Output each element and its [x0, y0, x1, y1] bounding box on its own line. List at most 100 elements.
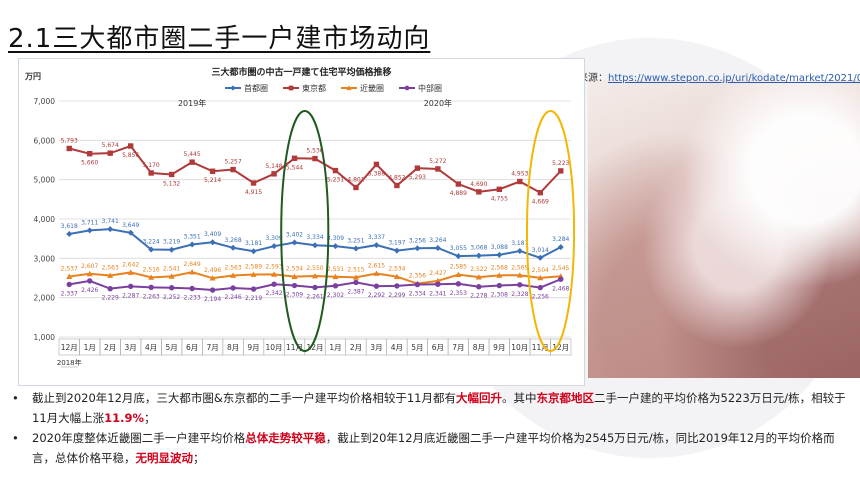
- y-axis-unit-label: 万円: [24, 72, 41, 81]
- series-0-point-20: [475, 252, 482, 259]
- series-2-value-label-2: 2,563: [102, 265, 119, 272]
- series-2-point-11: [291, 273, 298, 280]
- series-1-value-label-13: 5,231: [327, 177, 344, 184]
- x-tick-label-21: 9月: [493, 343, 505, 352]
- series-2-point-3: [127, 269, 134, 275]
- x-tick-label-8: 8月: [227, 343, 239, 352]
- series-0-point-2: [107, 226, 114, 233]
- series-2-value-label-21: 2,568: [491, 264, 508, 271]
- series-2-value-label-11: 2,534: [286, 266, 303, 273]
- bullet-text: 2020年度整体近畿圏二手一户建平均价格: [32, 431, 246, 445]
- x-tick-label-5: 5月: [165, 343, 177, 352]
- series-3-value-label-3: 2,287: [122, 292, 139, 299]
- series-2-point-13: [332, 273, 339, 280]
- series-3-point-11: [291, 282, 298, 289]
- series-0-value-label-23: 3,014: [532, 247, 549, 254]
- series-0-point-0: [66, 231, 73, 238]
- series-1-value-label-19: 4,889: [450, 190, 467, 197]
- series-1-value-label-5: 5,132: [163, 180, 180, 187]
- series-1-value-label-8: 5,257: [224, 159, 241, 166]
- series-1-value-label-10: 5,148: [265, 163, 282, 170]
- series-3-point-5: [168, 285, 175, 291]
- series-1-value-label-23: 4,669: [532, 199, 549, 206]
- series-1-value-label-7: 5,214: [204, 177, 221, 184]
- y-tick-label-0: 1,000: [34, 333, 56, 342]
- series-0-point-19: [455, 253, 462, 260]
- series-3-point-1: [87, 278, 93, 284]
- series-1-point-20: [476, 189, 482, 195]
- series-2-point-4: [148, 274, 155, 280]
- series-0-value-label-5: 3,219: [163, 239, 180, 246]
- series-0-value-label-7: 3,409: [204, 231, 221, 238]
- series-2-point-8: [230, 272, 237, 278]
- x-tick-label-15: 3月: [370, 343, 382, 352]
- series-0-value-label-19: 3,055: [450, 245, 467, 252]
- series-1-value-label-24: 5,223: [552, 160, 569, 167]
- x-tick-label-3: 3月: [125, 343, 137, 352]
- series-3-value-label-4: 2,263: [143, 293, 160, 300]
- series-0-value-label-4: 3,224: [143, 239, 160, 246]
- series-1-point-15: [373, 161, 380, 168]
- series-0-value-label-15: 3,337: [368, 234, 385, 241]
- series-0-point-13: [332, 243, 339, 250]
- x-tick-label-18: 6月: [432, 343, 444, 352]
- series-0-value-label-24: 3,284: [552, 236, 569, 243]
- highlight-text: 11.9%: [104, 411, 145, 425]
- series-3-value-label-20: 2,278: [470, 293, 487, 300]
- x-tick-label-14: 2月: [350, 343, 362, 352]
- series-3-value-label-21: 2,308: [491, 292, 508, 299]
- series-1-value-label-18: 5,272: [429, 158, 446, 165]
- series-3-value-label-6: 2,233: [184, 295, 201, 302]
- series-2-value-label-15: 2,615: [368, 262, 385, 269]
- y-tick-label-1: 2,000: [34, 294, 56, 303]
- series-0-value-label-9: 3,181: [245, 240, 262, 247]
- series-2-point-23: [537, 274, 544, 281]
- series-0-value-label-17: 3,256: [409, 237, 426, 244]
- bullet-text: 二手一户建的平均价格为5223万日元/栋，相较于11月大幅上涨: [32, 391, 846, 425]
- legend-label-2: 近畿圏: [360, 83, 384, 93]
- series-3-value-label-19: 2,353: [450, 290, 467, 297]
- series-2-value-label-9: 2,589: [245, 263, 262, 270]
- series-3-value-label-5: 2,252: [163, 294, 180, 301]
- series-2-value-label-14: 2,515: [347, 266, 364, 273]
- series-0-point-5: [168, 246, 175, 253]
- series-1-value-label-14: 4,801: [347, 176, 364, 183]
- series-2-point-22: [516, 272, 523, 278]
- series-3-value-label-13: 2,302: [327, 292, 344, 299]
- series-1-point-18: [435, 166, 441, 172]
- series-2-value-label-22: 2,569: [511, 264, 528, 271]
- series-3-point-12: [312, 284, 318, 291]
- series-3-point-23: [537, 284, 543, 291]
- series-2-point-2: [107, 272, 114, 278]
- bullet-point-0: • 截止到2020年12月底，三大都市圏&东京都的二手一户建平均价格相较于11月都…: [8, 388, 856, 428]
- series-1-value-label-21: 4,755: [491, 195, 508, 202]
- bullet-point-1: • 2020年度整体近畿圏二手一户建平均价格总体走势较平稳，截止到20年12月底近…: [8, 428, 856, 468]
- series-3-value-label-23: 2,256: [532, 294, 549, 301]
- series-3-value-label-17: 2,334: [409, 291, 426, 298]
- series-3-point-14: [353, 279, 359, 286]
- series-1-value-label-6: 5,445: [184, 151, 201, 158]
- series-2-point-0: [66, 273, 73, 279]
- series-0-value-label-1: 3,711: [81, 219, 98, 226]
- series-2-value-label-19: 2,585: [450, 264, 467, 271]
- y-tick-label-4: 5,000: [34, 176, 56, 185]
- series-1-point-24: [558, 168, 564, 174]
- series-1-value-label-15: 5,388: [368, 170, 385, 177]
- cherry-blossom-photo: [588, 80, 860, 378]
- series-2-point-10: [271, 271, 278, 277]
- series-2-point-20: [475, 274, 482, 280]
- chart-panel: 三大都市圏の中古一戸建て住宅平均価格推移 万円 首都圏 東京都 近畿圏 中部圏 1,000 2…: [18, 58, 585, 386]
- series-3-value-label-8: 2,246: [224, 294, 241, 301]
- series-0-point-21: [496, 251, 503, 258]
- y-tick-label-3: 4,000: [34, 215, 56, 224]
- series-3-point-7: [209, 287, 216, 293]
- series-3-point-0: [66, 281, 72, 288]
- series-0-point-7: [209, 239, 216, 246]
- series-3-point-24: [558, 276, 564, 282]
- source-link[interactable]: https://www.stepon.co.jp/uri/kodate/mark…: [608, 73, 860, 84]
- series-0-point-9: [250, 248, 257, 255]
- x-tick-label-23: 11月: [532, 343, 549, 352]
- series-3-point-18: [435, 281, 441, 287]
- x-tick-label-4: 4月: [145, 343, 157, 352]
- series-1-point-6: [189, 159, 195, 165]
